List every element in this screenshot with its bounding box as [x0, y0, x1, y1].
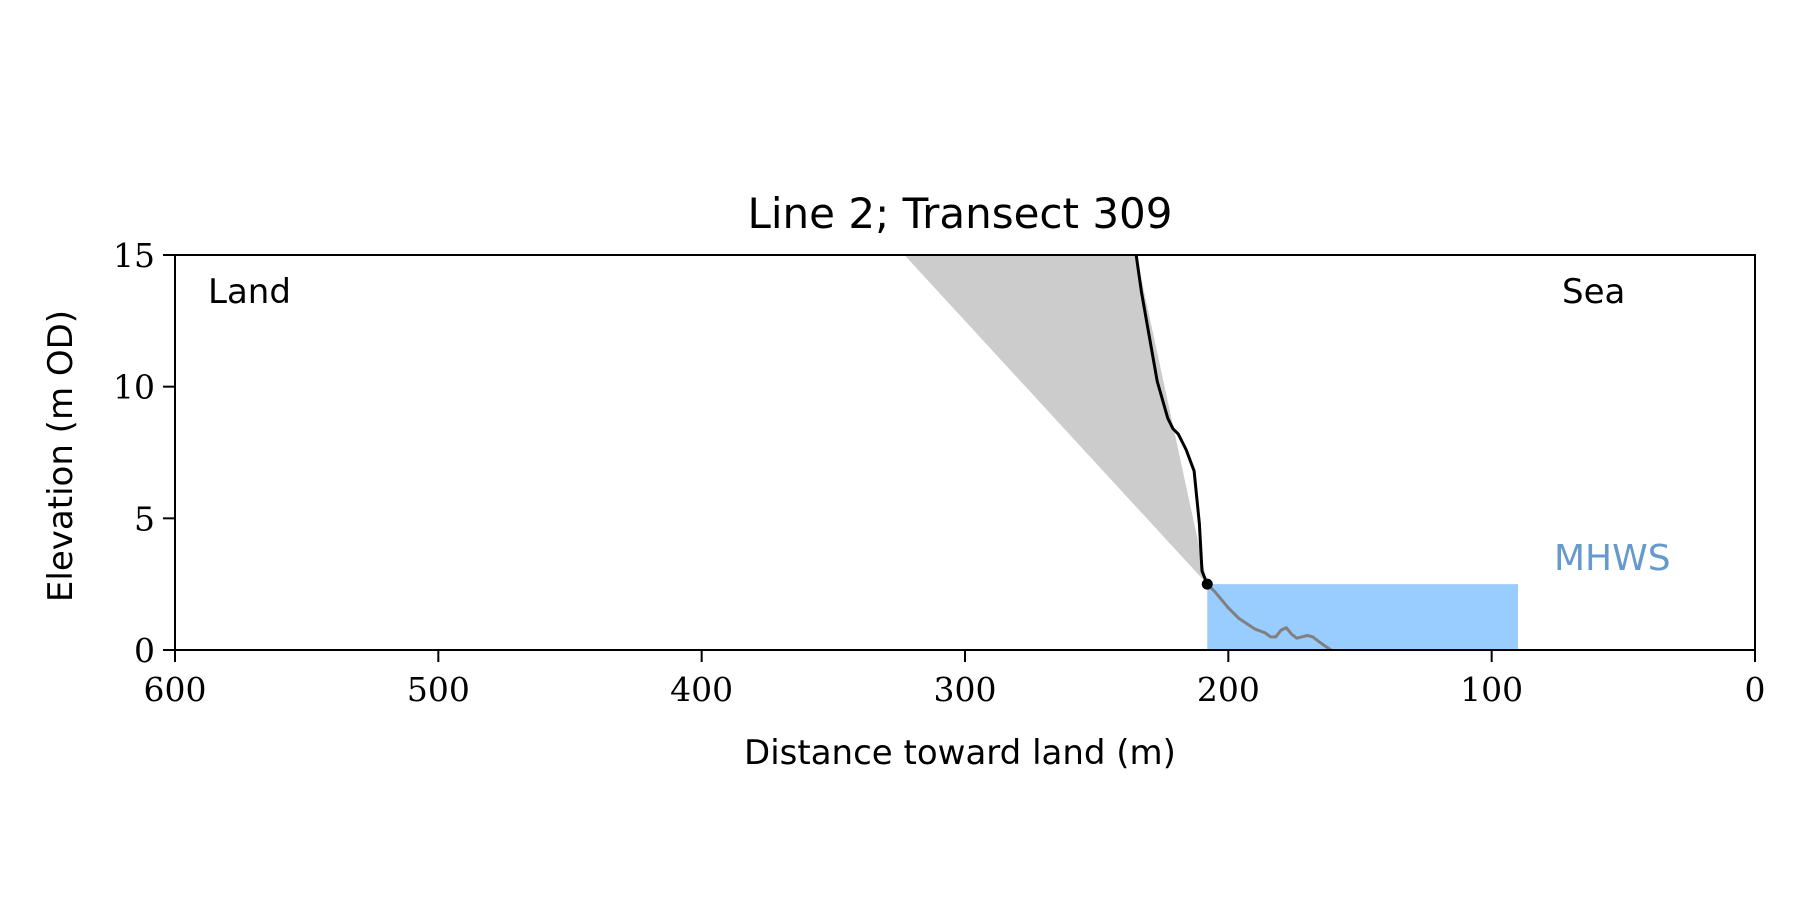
x-tick-label: 100 — [1460, 670, 1523, 709]
x-tick-label: 500 — [407, 670, 470, 709]
cliff-profile-line — [1134, 254, 1209, 585]
foreshore-profile-line — [1206, 583, 1332, 652]
y-tick-label: 10 — [113, 368, 155, 407]
x-tick-label: 400 — [670, 670, 733, 709]
mhws-water-fill — [1207, 584, 1518, 650]
cliff-toe-marker — [1201, 578, 1213, 590]
land-annotation: Land — [208, 272, 291, 312]
x-axis-ticks: 600 500 400 300 200 100 0 — [144, 650, 1766, 709]
y-tick-label: 15 — [113, 236, 155, 275]
x-axis-label: Distance toward land (m) — [744, 733, 1176, 773]
x-tick-label: 200 — [1197, 670, 1260, 709]
wedge-fill — [904, 255, 1208, 585]
mhws-annotation: MHWS — [1554, 538, 1671, 579]
sea-annotation: Sea — [1562, 272, 1625, 312]
chart-fills — [904, 255, 1518, 650]
x-tick-label: 300 — [934, 670, 997, 709]
x-tick-label: 0 — [1745, 670, 1766, 709]
y-axis-ticks: 0 5 10 15 — [113, 236, 175, 670]
y-axis-label: Elevation (m OD) — [41, 310, 81, 602]
chart-title: Line 2; Transect 309 — [747, 189, 1172, 238]
y-tick-label: 0 — [134, 631, 155, 670]
y-tick-label: 5 — [134, 499, 155, 538]
x-tick-label: 600 — [144, 670, 207, 709]
series-layer — [1134, 254, 1332, 652]
